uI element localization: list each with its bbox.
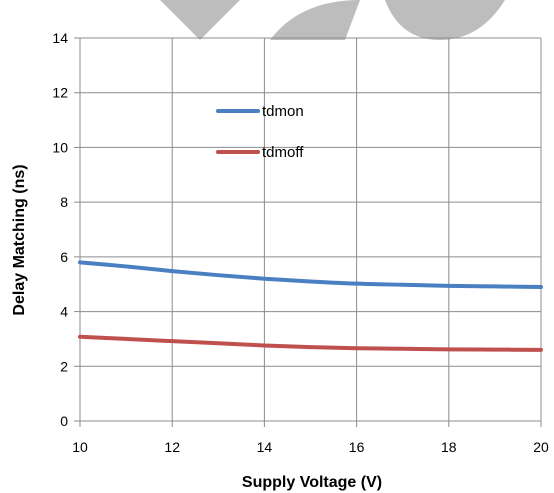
series-line-tdmon [78, 260, 543, 289]
x-axis-title: Supply Voltage (V) [242, 474, 382, 491]
legend: tdmon tdmoff [216, 103, 304, 161]
x-tick-labels: 10 12 14 16 18 20 [72, 439, 549, 455]
y-tick-label: 2 [60, 358, 68, 374]
y-tick-label: 12 [52, 85, 68, 101]
legend-label-tdmoff: tdmoff [262, 144, 304, 161]
legend-label-tdmon: tdmon [262, 103, 304, 120]
y-tick-label: 14 [52, 30, 68, 46]
x-tick-label: 20 [533, 439, 549, 455]
y-tick-label: 8 [60, 194, 68, 210]
y-tick-labels: 0 2 4 6 8 10 12 14 [52, 30, 68, 429]
axes [74, 37, 542, 427]
y-tick-label: 10 [52, 139, 68, 155]
y-tick-label: 6 [60, 249, 68, 265]
y-axis-title: Delay Matching (ns) [11, 164, 28, 315]
decorative-top-shapes [160, 0, 505, 40]
y-tick-label: 0 [60, 413, 68, 429]
x-tick-label: 14 [257, 439, 273, 455]
x-tick-label: 12 [164, 439, 180, 455]
x-tick-label: 10 [72, 439, 88, 455]
series-line-tdmoff [78, 334, 543, 352]
series-lines [78, 260, 543, 352]
grid [80, 37, 542, 421]
deco-shape [385, 0, 505, 40]
y-tick-label: 4 [60, 304, 68, 320]
x-tick-label: 18 [441, 439, 457, 455]
x-tick-label: 16 [349, 439, 365, 455]
deco-shape [270, 0, 360, 40]
deco-shape [160, 0, 240, 40]
